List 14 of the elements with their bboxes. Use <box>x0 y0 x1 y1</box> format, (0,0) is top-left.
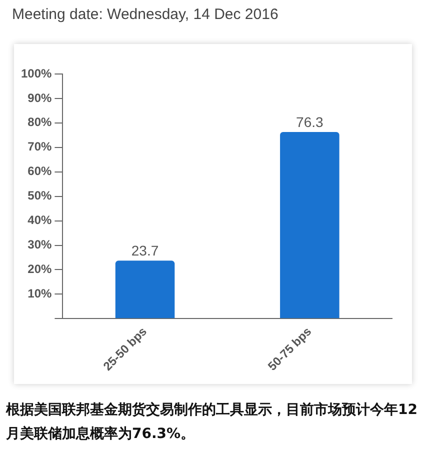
y-tick-label: 60% <box>28 164 52 178</box>
y-tick-label: 50% <box>28 188 52 203</box>
y-tick-label: 30% <box>28 238 52 252</box>
chart-title: Meeting date: Wednesday, 14 Dec 2016 <box>12 6 278 23</box>
y-tick-label: 80% <box>28 115 52 130</box>
y-tick-label: 70% <box>28 140 52 154</box>
y-tick-label: 10% <box>28 286 52 301</box>
y-tick-label: 100% <box>20 66 52 80</box>
y-tick-label: 20% <box>28 262 52 276</box>
y-tick-label: 90% <box>28 90 52 105</box>
text: 根据美国联邦基金期货交易制作的工具显示，目前市场预计今年12月美联储加息概率为76.3%。 <box>6 400 418 444</box>
data-label: 23.7 <box>131 242 159 259</box>
data-label: 76.3 <box>296 114 324 130</box>
y-tick-label: 40% <box>28 213 52 228</box>
